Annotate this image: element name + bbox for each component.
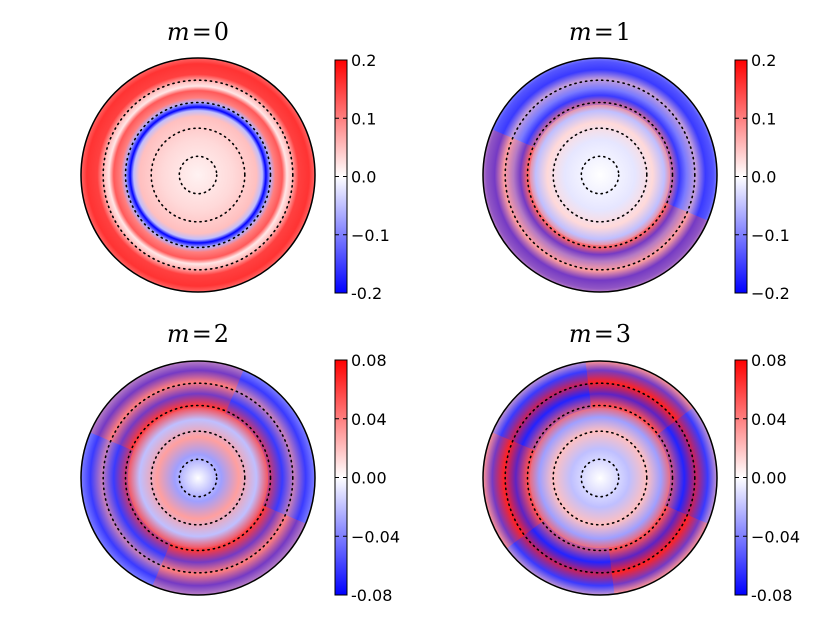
colorbar-tick-label: 0.00 [751,469,787,488]
dotted-circle [178,458,218,498]
dotted-circle [150,127,246,223]
colorbar-tick-label: −0.04 [351,527,400,546]
title-number: 3 [616,320,631,348]
mode-sector [492,58,717,221]
dotted-circle [526,404,674,552]
title-number: 0 [214,18,229,46]
disc-fill [81,58,315,292]
disc-fill [81,361,315,595]
dotted-circle [580,155,620,195]
dotted-circle [504,382,696,574]
title-equals: = [192,320,212,348]
mode-sector [81,432,171,586]
title-number: 2 [214,320,229,348]
mode-sector [483,129,708,292]
colorbar-tick-label: -0.08 [351,586,392,605]
dotted-circle [178,155,218,195]
dotted-circle [124,404,272,552]
mode-sector [506,520,615,595]
colorbar-tick-label: -0.2 [351,284,382,303]
colorbar-tick-label: −0.2 [751,284,790,303]
dotted-circle [552,127,648,223]
dotted-circle [526,101,674,249]
mode-sector [585,361,694,436]
disc-field [483,361,717,595]
colorbar-tick-label: 0.04 [351,410,387,429]
panel-title: m=0 [167,18,229,46]
colorbar-tick-label: 0.04 [751,410,787,429]
mode-sector [492,361,592,451]
dotted-circle [150,430,246,526]
colorbar: 0.08 0.04 0.00 −0.04 -0.08 [334,351,400,605]
title-variable: m [167,320,190,348]
colorbar-tick-label: 0.0 [351,168,376,187]
dotted-circle [102,79,294,271]
panel-m0: m=0 0.2 0.1 0.0 −0.1 -0.2 [80,18,390,303]
panel-title: m=2 [167,320,229,348]
colorbar-tick-label: 0.08 [351,351,387,370]
colorbar-tick-label: 0.1 [751,109,776,128]
panel-title: m=3 [569,320,631,348]
colorbar-tick-label: 0.1 [351,109,376,128]
panel-title: m=1 [569,18,631,46]
colorbar-tick-label: 0.00 [351,469,387,488]
colorbar-tick-label: −0.1 [751,226,790,245]
colorbar-tick-label: −0.04 [751,527,800,546]
colorbar-tick-label: 0.2 [351,51,376,70]
dotted-circle [124,101,272,249]
colorbar-tick-label: −0.1 [351,226,390,245]
colorbar-tick-label: 0.0 [751,168,776,187]
disc-boundary [80,57,316,293]
panel-m3: m=3 0.08 0.04 0.00 −0.04 -0.08 [482,320,800,605]
dotted-circle [504,79,696,271]
title-equals: = [594,18,614,46]
dotted-circle [102,382,294,574]
colorbar-tick-label: 0.08 [751,351,787,370]
disc-boundary [482,360,718,596]
mode-sector [608,505,708,595]
title-variable: m [569,18,592,46]
disc-fill [483,361,717,595]
title-equals: = [192,18,212,46]
title-number: 1 [616,18,631,46]
colorbar: 0.2 0.1 0.0 −0.1 -0.2 [334,51,390,303]
title-variable: m [569,320,592,348]
colorbar: 0.2 0.1 0.0 −0.1 −0.2 [734,51,790,303]
colorbar: 0.08 0.04 0.00 −0.04 -0.08 [734,351,800,605]
title-variable: m [167,18,190,46]
dotted-circle [552,430,648,526]
panel-m1: m=1 0.2 0.1 0.0 −0.1 −0.2 [482,18,790,303]
disc-field [483,58,717,292]
disc-boundary [80,360,316,596]
disc-field [81,361,315,595]
panel-m2: m=2 0.08 0.04 0.00 −0.04 -0.08 [80,320,400,605]
title-equals: = [594,320,614,348]
disc-fill [483,58,717,292]
dotted-circle [580,458,620,498]
disc-boundary [482,57,718,293]
colorbar-tick-label: -0.08 [751,586,792,605]
disc-field [81,58,315,292]
colorbar-tick-label: 0.2 [751,51,776,70]
